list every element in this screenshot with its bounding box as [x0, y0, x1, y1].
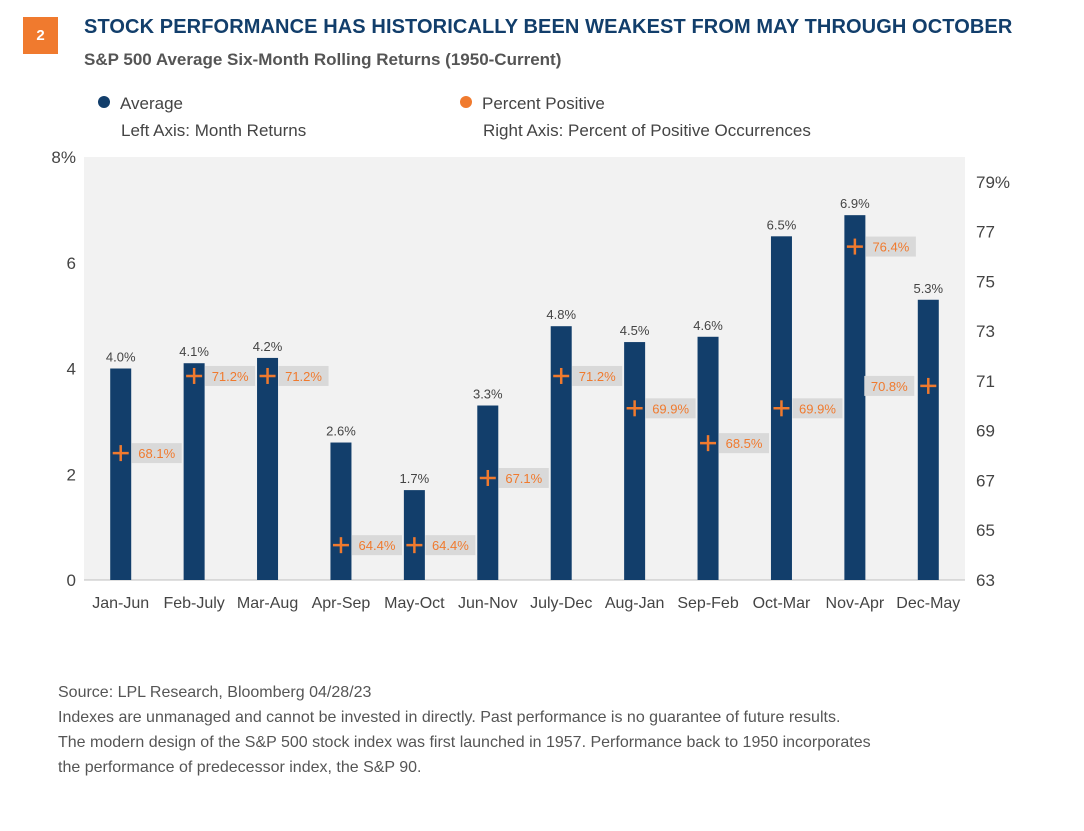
bar-value-label: 2.6%: [326, 424, 356, 439]
legend-average-label: Average: [120, 94, 184, 113]
bar-value-label: 6.5%: [767, 217, 797, 232]
percent-positive-label: 69.9%: [799, 401, 836, 416]
percent-positive-label-box: [425, 535, 476, 556]
percent-positive-label-box: [498, 467, 549, 488]
percent-positive-label-box: [131, 443, 182, 464]
percent-positive-label: 70.8%: [871, 379, 908, 394]
x-axis-tick-label: Aug-Jan: [605, 595, 665, 612]
bar-value-label: 4.5%: [620, 323, 650, 338]
disclaimer-note: Indexes are unmanaged and cannot be inve…: [58, 709, 841, 726]
right-axis-tick-label: 73: [976, 322, 995, 341]
bar-value-label: 4.1%: [179, 344, 209, 359]
percent-positive-label-box: [572, 365, 623, 386]
x-axis-tick-label: Nov-Apr: [826, 595, 885, 612]
x-axis-tick-label: May-Oct: [384, 595, 445, 612]
right-axis-tick-label: 63: [976, 571, 995, 590]
figure-number-badge: 2: [23, 17, 58, 54]
x-axis-tick-label: Dec-May: [896, 595, 960, 612]
bar-value-label: 6.9%: [840, 196, 870, 211]
bar: [624, 342, 646, 580]
left-axis-tick-label: 6: [67, 254, 76, 273]
percent-positive-label: 71.2%: [579, 369, 616, 384]
percent-positive-label: 71.2%: [212, 369, 249, 384]
source-note: Source: LPL Research, Bloomberg 04/28/23: [58, 684, 372, 701]
percent-positive-label-box: [205, 365, 256, 386]
legend-average-axis: Left Axis: Month Returns: [121, 121, 307, 140]
percent-positive-label: 64.4%: [359, 538, 396, 553]
x-axis-tick-label: Feb-July: [163, 595, 224, 612]
right-axis-tick-label: 79%: [976, 173, 1010, 192]
legend-positive-axis: Right Axis: Percent of Positive Occurren…: [483, 121, 811, 140]
x-axis-tick-label: Jun-Nov: [458, 595, 518, 612]
bar-value-label: 3.3%: [473, 387, 503, 402]
percent-positive-label: 76.4%: [872, 240, 909, 255]
left-axis-tick-label: 4: [67, 360, 76, 379]
bar: [257, 357, 279, 580]
bar: [183, 363, 205, 580]
right-axis-tick-label: 77: [976, 223, 995, 242]
right-axis-tick-label: 75: [976, 272, 995, 291]
chart-area: 0 2 4 6 8% 63 65 67 69 71 73 75 77 79% 4.0% Jan-Jun 68.1…: [51, 148, 1010, 612]
bar-value-label: 5.3%: [913, 281, 943, 296]
percent-positive-label-box: [792, 398, 843, 419]
bar-value-label: 4.0%: [106, 350, 136, 365]
x-axis-tick-label: Mar-Aug: [237, 595, 298, 612]
percent-positive-label-box: [865, 236, 916, 257]
percent-positive-label-box: [351, 535, 402, 556]
bar: [477, 405, 499, 580]
right-axis-tick-label: 65: [976, 521, 995, 540]
chart-title: STOCK PERFORMANCE HAS HISTORICALLY BEEN …: [84, 16, 1013, 38]
bar-value-label: 4.6%: [693, 318, 723, 333]
bar-value-label: 1.7%: [400, 471, 430, 486]
x-axis-tick-label: Apr-Sep: [312, 595, 371, 612]
bar: [550, 326, 572, 580]
bar: [697, 336, 719, 580]
bar: [330, 442, 352, 580]
left-axis-tick-label: 2: [67, 465, 76, 484]
percent-positive-label-box: [645, 398, 696, 419]
bar: [844, 215, 866, 580]
percent-positive-label: 68.1%: [138, 446, 175, 461]
x-axis-tick-label: Sep-Feb: [677, 595, 738, 612]
right-axis-tick-label: 69: [976, 422, 995, 441]
chart-subtitle: S&P 500 Average Six-Month Rolling Return…: [84, 50, 562, 69]
bar: [403, 490, 425, 580]
legend-positive-label: Percent Positive: [482, 94, 605, 113]
percent-positive-label-box: [864, 375, 915, 396]
legend-average: Average Left Axis: Month Returns: [98, 90, 306, 144]
percent-positive-label: 68.5%: [726, 436, 763, 451]
bar-value-label: 4.2%: [253, 339, 283, 354]
footer-notes: Source: LPL Research, Bloomberg 04/28/23…: [58, 680, 871, 780]
bar: [110, 368, 132, 580]
percent-positive-label: 69.9%: [652, 401, 689, 416]
legend-percent-positive: Percent Positive Right Axis: Percent of …: [460, 90, 811, 144]
x-axis-tick-label: Oct-Mar: [753, 595, 811, 612]
right-axis-tick-label: 71: [976, 372, 995, 391]
bar-value-label: 4.8%: [546, 307, 576, 322]
percent-positive-label-box: [719, 433, 770, 454]
bar: [917, 299, 939, 580]
legend-dot-average-icon: [98, 96, 110, 108]
index-note-line-1: The modern design of the S&P 500 stock i…: [58, 734, 871, 751]
percent-positive-label: 67.1%: [505, 471, 542, 486]
legend-dot-positive-icon: [460, 96, 472, 108]
index-note-line-2: the performance of predecessor index, th…: [58, 759, 422, 776]
left-axis-tick-label: 0: [67, 571, 76, 590]
percent-positive-label: 71.2%: [285, 369, 322, 384]
percent-positive-label-box: [278, 365, 329, 386]
x-axis-tick-label: Jan-Jun: [92, 595, 149, 612]
x-axis-tick-label: July-Dec: [530, 595, 592, 612]
percent-positive-label: 64.4%: [432, 538, 469, 553]
left-axis-tick-label: 8%: [51, 148, 76, 167]
right-axis-tick-label: 67: [976, 471, 995, 490]
